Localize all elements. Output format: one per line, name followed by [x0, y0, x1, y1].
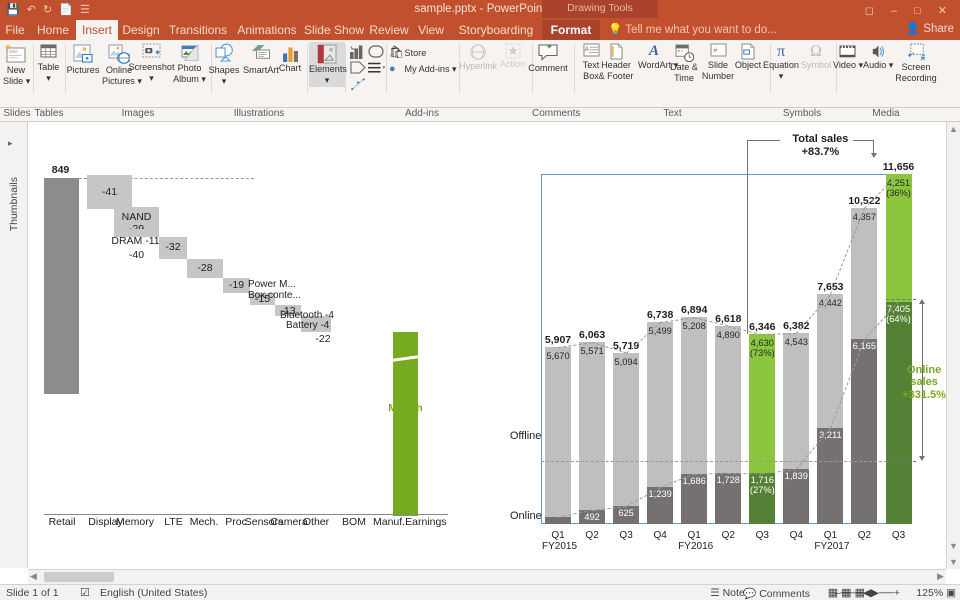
svg-text:A: A [584, 47, 588, 53]
